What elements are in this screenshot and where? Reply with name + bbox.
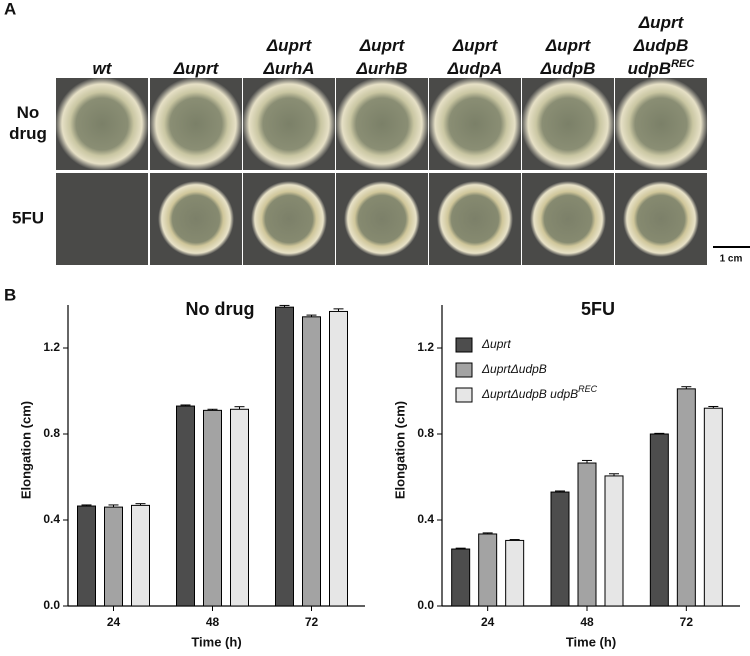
header-text: ΔudpB [540, 59, 596, 78]
legend-superscript: REC [578, 384, 598, 394]
bar [329, 310, 348, 607]
row-label: No [17, 103, 40, 122]
header-text: udpB [628, 59, 671, 78]
header-text: ΔudpB [633, 36, 689, 55]
column-header: Δuprt [173, 59, 220, 78]
bar [131, 504, 150, 607]
header-text: ΔurhB [355, 59, 407, 78]
colony [55, 77, 149, 171]
legend-text: ΔuprtΔudpB [481, 362, 547, 376]
header-text: Δuprt [545, 36, 592, 55]
column-header: Δuprt [638, 13, 685, 32]
bar [104, 506, 123, 607]
x-tick-label: 48 [580, 615, 594, 629]
column-header: ΔudpB [633, 36, 689, 55]
y-tick-label: 0.0 [43, 598, 60, 612]
bar [230, 408, 249, 607]
header-superscript: REC [671, 58, 695, 70]
x-tick-label: 48 [206, 615, 220, 629]
header-text: Δuprt [266, 36, 313, 55]
legend-text: Δuprt [481, 337, 511, 351]
header-text: Δuprt [359, 36, 406, 55]
colony [251, 181, 327, 257]
header-text: Δuprt [638, 13, 685, 32]
panel-label: B [4, 285, 16, 304]
column-header: Δuprt [452, 36, 499, 55]
chart-title: 5FU [581, 299, 615, 319]
colony [623, 181, 699, 257]
x-tick-label: 72 [305, 615, 319, 629]
column-header: Δuprt [545, 36, 592, 55]
bar [77, 505, 96, 607]
bar [275, 306, 294, 607]
legend-label: ΔuprtΔudpB [481, 362, 547, 376]
x-axis-label: Time (h) [191, 634, 241, 649]
column-header: wt [93, 59, 113, 78]
row-label: 5FU [12, 208, 44, 227]
bar [550, 491, 570, 607]
panel-label: A [4, 0, 16, 18]
column-header: ΔudpA [447, 59, 503, 78]
header-text: Δuprt [173, 59, 220, 78]
header-text: ΔudpA [447, 59, 503, 78]
header-text: wt [93, 59, 113, 78]
y-tick-label: 0.8 [43, 426, 60, 440]
y-tick-label: 0.4 [417, 512, 434, 526]
y-tick-label: 1.2 [417, 340, 434, 354]
colony [149, 77, 243, 171]
photo [56, 173, 148, 265]
colony [428, 77, 522, 171]
colony [530, 181, 606, 257]
bar [676, 388, 696, 607]
bar [505, 539, 525, 607]
x-tick-label: 24 [481, 615, 495, 629]
y-tick-label: 0.0 [417, 598, 434, 612]
bar [478, 533, 498, 607]
y-axis-label: Elongation (cm) [18, 401, 33, 499]
bar [451, 548, 471, 607]
bar [176, 405, 195, 607]
legend-text: ΔuprtΔudpB udpB [481, 387, 578, 401]
column-header: Δuprt [266, 36, 313, 55]
bar [203, 409, 222, 607]
bar [649, 433, 669, 607]
legend-label: ΔuprtΔudpB udpBREC [481, 384, 598, 401]
y-axis-label: Elongation (cm) [392, 401, 407, 499]
x-tick-label: 72 [680, 615, 694, 629]
colony [158, 181, 234, 257]
y-tick-label: 1.2 [43, 340, 60, 354]
legend-label: Δuprt [481, 337, 511, 351]
bar [302, 316, 321, 607]
header-text: ΔurhA [262, 59, 314, 78]
row-label: drug [9, 124, 47, 143]
column-header: ΔudpB [540, 59, 596, 78]
column-header: Δuprt [359, 36, 406, 55]
colony [335, 77, 429, 171]
x-axis-label: Time (h) [566, 634, 616, 649]
legend-swatch [455, 362, 473, 378]
y-tick-label: 0.4 [43, 512, 60, 526]
colony [521, 77, 615, 171]
bar [604, 475, 624, 607]
colony [242, 77, 336, 171]
chart-title: No drug [186, 299, 255, 319]
y-tick-label: 0.8 [417, 426, 434, 440]
scale-label: 1 cm [720, 254, 743, 265]
column-header: ΔurhA [262, 59, 314, 78]
colony [437, 181, 513, 257]
header-text: Δuprt [452, 36, 499, 55]
column-header: ΔurhB [355, 59, 407, 78]
colony [614, 77, 708, 171]
legend-swatch [455, 387, 473, 403]
x-tick-label: 24 [107, 615, 121, 629]
legend-swatch [455, 337, 473, 353]
colony [344, 181, 420, 257]
column-header: udpBREC [628, 58, 696, 79]
bar [703, 407, 723, 607]
bar [577, 462, 597, 607]
